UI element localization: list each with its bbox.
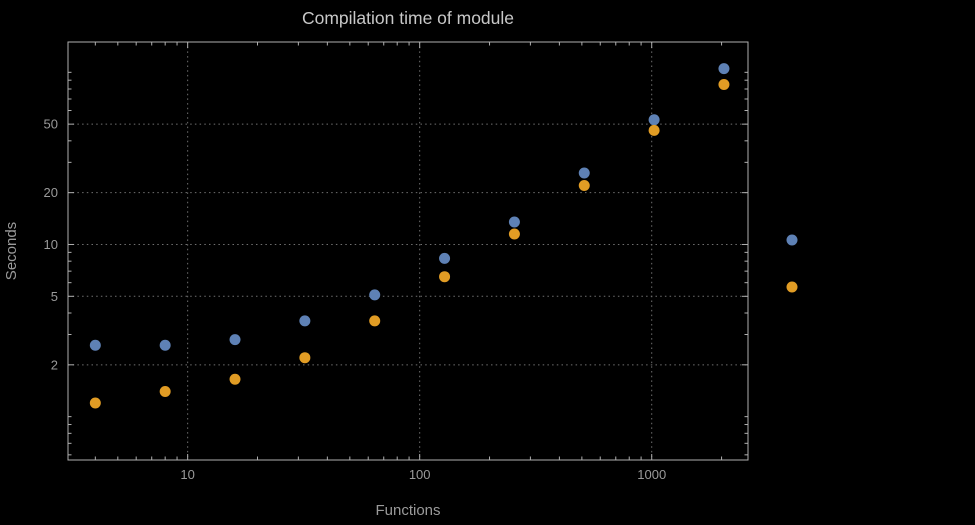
tick-label-layer: 10 100 1000 2 5 10 20 50 <box>44 117 667 482</box>
y-axis-label: Seconds <box>3 222 20 280</box>
data-point-series-2 <box>159 385 171 397</box>
data-point-series-1 <box>718 63 730 75</box>
legend-marker-series-2 <box>786 281 798 293</box>
data-point-series-2 <box>229 373 241 385</box>
data-point-series-1 <box>89 339 101 351</box>
data-point-series-1 <box>159 339 171 351</box>
data-point-series-2 <box>718 78 730 90</box>
data-point-series-2 <box>508 228 520 240</box>
x-tick-label: 100 <box>409 467 431 482</box>
points-layer <box>89 63 730 409</box>
data-point-series-1 <box>229 334 241 346</box>
x-tick-label: 10 <box>180 467 194 482</box>
data-point-series-2 <box>299 352 311 364</box>
data-point-series-1 <box>648 114 660 126</box>
grid-layer <box>68 42 748 460</box>
data-point-series-2 <box>648 124 660 136</box>
data-point-series-1 <box>299 315 311 327</box>
data-point-series-1 <box>578 167 590 179</box>
data-point-series-2 <box>578 180 590 192</box>
x-tick-label: 1000 <box>637 467 666 482</box>
y-tick-label: 20 <box>44 185 58 200</box>
x-axis-label: Functions <box>375 502 440 519</box>
legend <box>786 234 798 293</box>
y-tick-label: 5 <box>51 289 58 304</box>
chart-title: Compilation time of module <box>302 8 514 28</box>
y-tick-label: 50 <box>44 117 58 132</box>
y-tick-label: 2 <box>51 357 58 372</box>
data-point-series-2 <box>89 397 101 409</box>
data-point-series-2 <box>369 315 381 327</box>
legend-marker-series-1 <box>786 234 798 246</box>
data-point-series-1 <box>369 289 381 301</box>
data-point-series-1 <box>439 252 451 264</box>
frame-layer <box>67 41 749 461</box>
data-point-series-1 <box>508 216 520 228</box>
tick-layer <box>68 42 748 460</box>
plot-frame <box>67 41 749 461</box>
data-point-series-2 <box>439 271 451 283</box>
y-tick-label: 10 <box>44 237 58 252</box>
